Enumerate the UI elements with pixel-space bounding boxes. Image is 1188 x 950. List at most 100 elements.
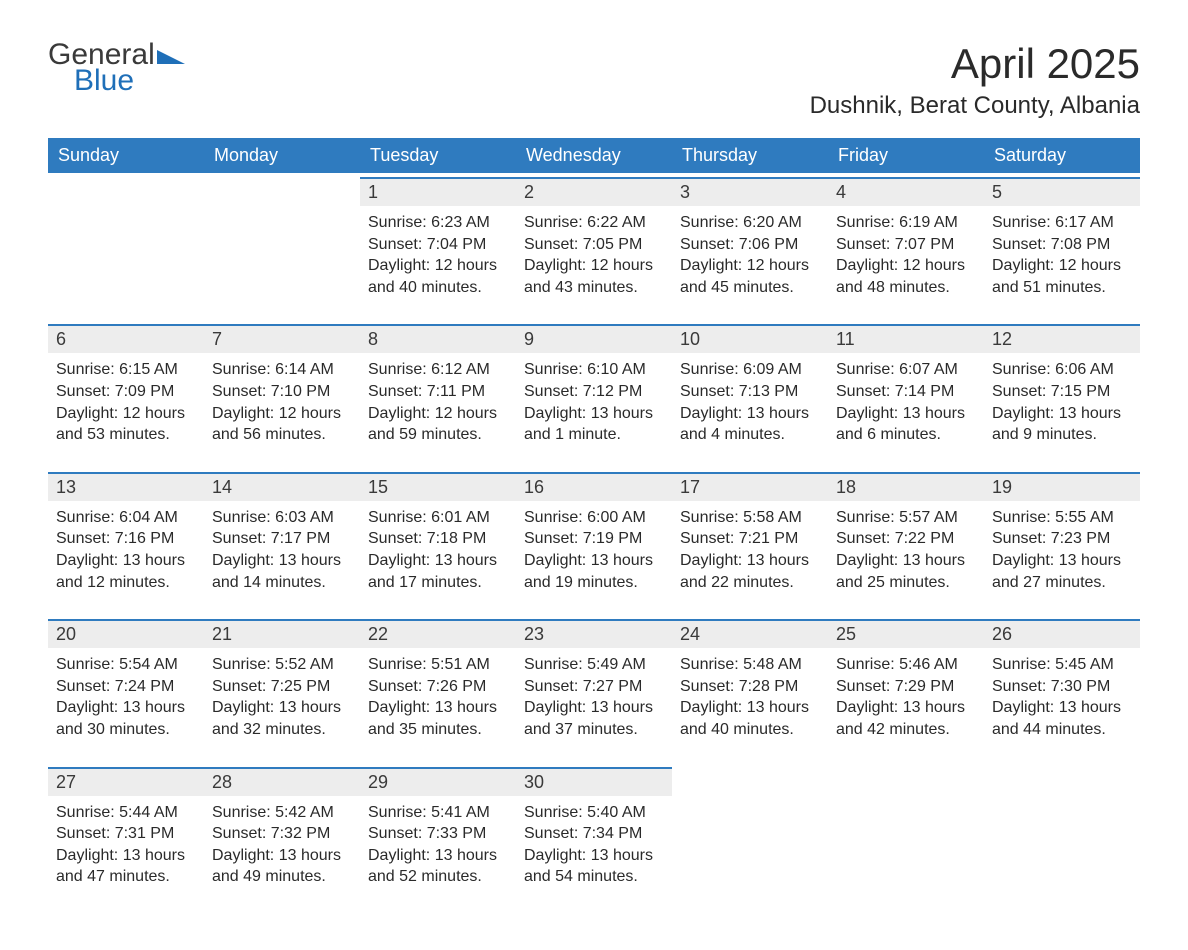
day-body: Sunrise: 6:03 AMSunset: 7:17 PMDaylight:…	[204, 501, 360, 615]
day-cell: 4Sunrise: 6:19 AMSunset: 7:07 PMDaylight…	[828, 173, 984, 320]
sunset-line: Sunset: 7:26 PM	[368, 676, 508, 698]
sunrise-line: Sunrise: 6:03 AM	[212, 507, 352, 529]
daylight-line: Daylight: 13 hours and 32 minutes.	[212, 697, 352, 740]
sunrise-line: Sunrise: 5:52 AM	[212, 654, 352, 676]
sunset-line: Sunset: 7:09 PM	[56, 381, 196, 403]
weekday-header-row: SundayMondayTuesdayWednesdayThursdayFrid…	[48, 138, 1140, 173]
sunrise-line: Sunrise: 5:55 AM	[992, 507, 1132, 529]
day-number: 5	[984, 177, 1140, 206]
day-body: Sunrise: 5:57 AMSunset: 7:22 PMDaylight:…	[828, 501, 984, 615]
sunrise-line: Sunrise: 6:01 AM	[368, 507, 508, 529]
day-body: Sunrise: 6:22 AMSunset: 7:05 PMDaylight:…	[516, 206, 672, 320]
daylight-line: Daylight: 12 hours and 53 minutes.	[56, 403, 196, 446]
sunrise-line: Sunrise: 5:54 AM	[56, 654, 196, 676]
day-body: Sunrise: 5:40 AMSunset: 7:34 PMDaylight:…	[516, 796, 672, 910]
day-cell: 21Sunrise: 5:52 AMSunset: 7:25 PMDayligh…	[204, 615, 360, 762]
day-cell: 8Sunrise: 6:12 AMSunset: 7:11 PMDaylight…	[360, 320, 516, 467]
day-cell: 26Sunrise: 5:45 AMSunset: 7:30 PMDayligh…	[984, 615, 1140, 762]
day-cell	[48, 173, 204, 320]
day-number: 16	[516, 472, 672, 501]
sunset-line: Sunset: 7:06 PM	[680, 234, 820, 256]
day-cell: 13Sunrise: 6:04 AMSunset: 7:16 PMDayligh…	[48, 468, 204, 615]
day-number: 29	[360, 767, 516, 796]
sunset-line: Sunset: 7:12 PM	[524, 381, 664, 403]
sunset-line: Sunset: 7:13 PM	[680, 381, 820, 403]
sunset-line: Sunset: 7:10 PM	[212, 381, 352, 403]
day-body: Sunrise: 5:49 AMSunset: 7:27 PMDaylight:…	[516, 648, 672, 762]
day-number: 3	[672, 177, 828, 206]
day-cell	[204, 173, 360, 320]
daylight-line: Daylight: 12 hours and 45 minutes.	[680, 255, 820, 298]
sunrise-line: Sunrise: 6:14 AM	[212, 359, 352, 381]
day-cell: 12Sunrise: 6:06 AMSunset: 7:15 PMDayligh…	[984, 320, 1140, 467]
day-body: Sunrise: 6:20 AMSunset: 7:06 PMDaylight:…	[672, 206, 828, 320]
day-number: 14	[204, 472, 360, 501]
day-body: Sunrise: 5:41 AMSunset: 7:33 PMDaylight:…	[360, 796, 516, 910]
daylight-line: Daylight: 13 hours and 4 minutes.	[680, 403, 820, 446]
sunset-line: Sunset: 7:05 PM	[524, 234, 664, 256]
week-row: 13Sunrise: 6:04 AMSunset: 7:16 PMDayligh…	[48, 468, 1140, 615]
sunrise-line: Sunrise: 6:19 AM	[836, 212, 976, 234]
day-body: Sunrise: 6:23 AMSunset: 7:04 PMDaylight:…	[360, 206, 516, 320]
title-block: April 2025 Dushnik, Berat County, Albani…	[810, 40, 1140, 120]
month-title: April 2025	[810, 40, 1140, 88]
sunset-line: Sunset: 7:22 PM	[836, 528, 976, 550]
day-body: Sunrise: 6:10 AMSunset: 7:12 PMDaylight:…	[516, 353, 672, 467]
sunset-line: Sunset: 7:18 PM	[368, 528, 508, 550]
day-cell: 10 Sunrise: 6:09 AMSunset: 7:13 PMDayligh…	[672, 320, 828, 467]
weekday-header: Wednesday	[516, 138, 672, 173]
day-number: 17	[672, 472, 828, 501]
day-body: Sunrise: 5:44 AMSunset: 7:31 PMDaylight:…	[48, 796, 204, 910]
weekday-header: Sunday	[48, 138, 204, 173]
day-number: 10	[672, 324, 828, 353]
sunrise-line: Sunrise: 6:15 AM	[56, 359, 196, 381]
day-number: 27	[48, 767, 204, 796]
day-number: 23	[516, 619, 672, 648]
daylight-line: Daylight: 13 hours and 1 minute.	[524, 403, 664, 446]
sunrise-line: Sunrise: 5:51 AM	[368, 654, 508, 676]
calendar-body: 1Sunrise: 6:23 AMSunset: 7:04 PMDaylight…	[48, 173, 1140, 910]
day-cell: 9Sunrise: 6:10 AMSunset: 7:12 PMDaylight…	[516, 320, 672, 467]
day-cell: 1Sunrise: 6:23 AMSunset: 7:04 PMDaylight…	[360, 173, 516, 320]
sunset-line: Sunset: 7:28 PM	[680, 676, 820, 698]
day-cell	[828, 763, 984, 910]
day-number: 21	[204, 619, 360, 648]
day-number: 12	[984, 324, 1140, 353]
daylight-line: Daylight: 13 hours and 19 minutes.	[524, 550, 664, 593]
day-body: Sunrise: 5:52 AMSunset: 7:25 PMDaylight:…	[204, 648, 360, 762]
day-cell: 19Sunrise: 5:55 AMSunset: 7:23 PMDayligh…	[984, 468, 1140, 615]
daylight-line: Daylight: 13 hours and 37 minutes.	[524, 697, 664, 740]
daylight-line: Daylight: 13 hours and 30 minutes.	[56, 697, 196, 740]
daylight-line: Daylight: 12 hours and 59 minutes.	[368, 403, 508, 446]
sunset-line: Sunset: 7:16 PM	[56, 528, 196, 550]
day-body: Sunrise: 6:15 AMSunset: 7:09 PMDaylight:…	[48, 353, 204, 467]
sunrise-line: Sunrise: 6:10 AM	[524, 359, 664, 381]
day-number: 26	[984, 619, 1140, 648]
day-body: Sunrise: 5:54 AMSunset: 7:24 PMDaylight:…	[48, 648, 204, 762]
sunrise-line: Sunrise: 5:58 AM	[680, 507, 820, 529]
daylight-line: Daylight: 13 hours and 17 minutes.	[368, 550, 508, 593]
sunrise-line: Sunrise: 6:09 AM	[680, 359, 820, 381]
day-cell: 5Sunrise: 6:17 AMSunset: 7:08 PMDaylight…	[984, 173, 1140, 320]
day-body: Sunrise: 5:51 AMSunset: 7:26 PMDaylight:…	[360, 648, 516, 762]
weekday-header: Thursday	[672, 138, 828, 173]
day-cell: 22Sunrise: 5:51 AMSunset: 7:26 PMDayligh…	[360, 615, 516, 762]
day-body: Sunrise: 6:07 AMSunset: 7:14 PMDaylight:…	[828, 353, 984, 467]
day-body: Sunrise: 6:06 AMSunset: 7:15 PMDaylight:…	[984, 353, 1140, 467]
sunrise-line: Sunrise: 6:17 AM	[992, 212, 1132, 234]
day-cell: 28Sunrise: 5:42 AMSunset: 7:32 PMDayligh…	[204, 763, 360, 910]
sunrise-line: Sunrise: 5:46 AM	[836, 654, 976, 676]
sunset-line: Sunset: 7:21 PM	[680, 528, 820, 550]
sunrise-line: Sunrise: 6:04 AM	[56, 507, 196, 529]
day-body: Sunrise: 5:48 AMSunset: 7:28 PMDaylight:…	[672, 648, 828, 762]
daylight-line: Daylight: 13 hours and 52 minutes.	[368, 845, 508, 888]
day-cell	[672, 763, 828, 910]
logo-word-2: Blue	[48, 66, 185, 96]
week-row: 6Sunrise: 6:15 AMSunset: 7:09 PMDaylight…	[48, 320, 1140, 467]
day-body: Sunrise: 6:17 AMSunset: 7:08 PMDaylight:…	[984, 206, 1140, 320]
day-body: Sunrise: 6:00 AMSunset: 7:19 PMDaylight:…	[516, 501, 672, 615]
sunrise-line: Sunrise: 5:48 AM	[680, 654, 820, 676]
daylight-line: Daylight: 13 hours and 40 minutes.	[680, 697, 820, 740]
sunset-line: Sunset: 7:27 PM	[524, 676, 664, 698]
day-number: 11	[828, 324, 984, 353]
